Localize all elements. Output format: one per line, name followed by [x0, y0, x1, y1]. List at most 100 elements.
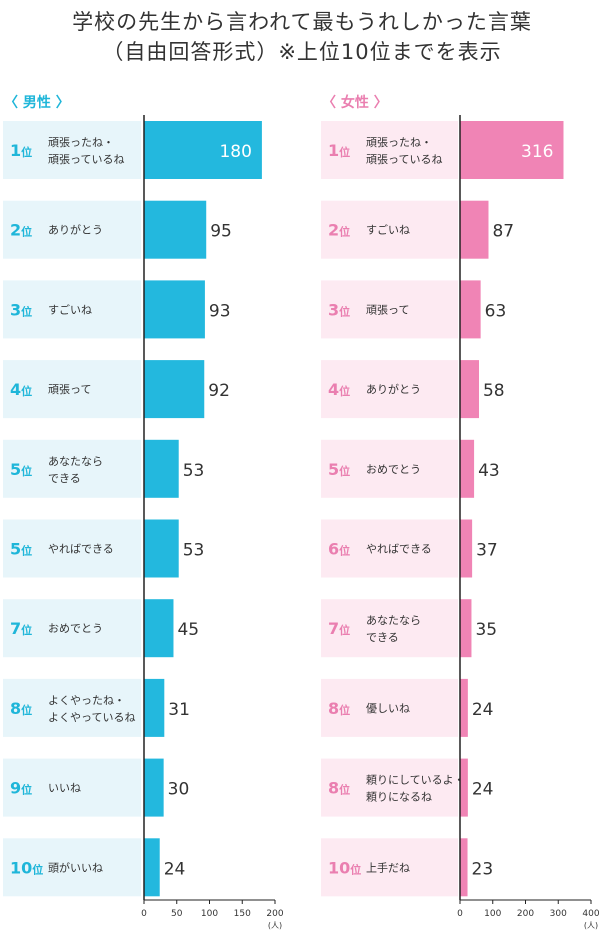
female-label-bg-2: [321, 200, 458, 259]
female-label-bg-5: [321, 439, 458, 498]
female-bar-8: [460, 678, 468, 737]
female-rank-4: 4位: [328, 380, 350, 399]
male-bar-8: [144, 678, 165, 737]
male-value-4: 92: [208, 381, 230, 401]
male-category-8-line2: よくやっているね: [48, 711, 135, 724]
male-category-2: ありがとう: [48, 223, 103, 237]
male-category-5-line1: あなたなら: [48, 455, 103, 468]
female-value-10: 23: [472, 859, 494, 879]
male-rank-6: 5位: [10, 540, 32, 559]
female-rank-6: 6位: [328, 540, 350, 559]
female-bar-4: [460, 360, 479, 419]
female-x-tick-label-3: 300: [550, 909, 567, 919]
female-unit-label: (人): [584, 921, 598, 930]
male-label-bg-1: [3, 121, 141, 179]
male-x-tick-label-1: 50: [171, 909, 183, 919]
male-label-bg-4: [3, 360, 141, 419]
male-category-6: やればできる: [48, 543, 114, 556]
male-category-1-line2: 頑張っているね: [48, 153, 124, 166]
male-bar-5: [144, 439, 179, 498]
female-category-7-line2: できる: [366, 631, 399, 644]
female-value-9: 24: [472, 780, 494, 800]
male-bar-9: [144, 758, 164, 817]
female-category-6: やればできる: [366, 543, 432, 556]
female-label-bg-6: [321, 519, 458, 578]
female-category-1-line1: 頑張ったね・: [366, 136, 432, 149]
male-value-6: 53: [183, 541, 205, 561]
female-bar-9: [460, 758, 468, 817]
male-bar-6: [144, 519, 179, 578]
male-x-tick-label-2: 100: [201, 909, 218, 919]
male-rank-2: 2位: [10, 221, 32, 240]
male-category-4: 頑張って: [48, 383, 91, 396]
female-category-4: ありがとう: [366, 382, 421, 396]
female-bar-3: [460, 280, 481, 339]
female-bar-2: [460, 200, 489, 259]
female-x-tick-label-0: 0: [457, 909, 463, 919]
male-rank-1: 1位: [10, 141, 32, 160]
female-x-tick-label-4: 400: [582, 909, 599, 919]
male-label-bg-8: [3, 678, 141, 737]
female-rank-7: 7位: [328, 619, 350, 638]
male-x-tick-label-3: 150: [234, 909, 251, 919]
male-label-bg-6: [3, 519, 141, 578]
female-label-bg-9: [321, 758, 458, 817]
male-unit-label: (人): [268, 921, 282, 930]
female-category-1-line2: 頑張っているね: [366, 153, 442, 166]
male-value-9: 30: [168, 780, 190, 800]
female-category-8: 優しいね: [366, 702, 410, 715]
chart-title-line2: （自由回答形式）※上位10位までを表示: [102, 40, 502, 64]
male-rank-3: 3位: [10, 300, 32, 319]
female-bar-5: [460, 439, 475, 498]
female-category-9-line1: 頼りにしているよ・: [366, 774, 465, 787]
male-rank-9: 9位: [10, 779, 32, 798]
female-category-2: すごいね: [366, 223, 410, 237]
female-label-bg-4: [321, 360, 458, 419]
male-label-bg-9: [3, 758, 141, 817]
female-section-label: 〈 女性 〉: [322, 95, 388, 111]
female-rank-9: 8位: [328, 779, 350, 798]
male-label-bg-5: [3, 439, 141, 498]
male-category-5-line2: できる: [48, 472, 81, 485]
female-value-6: 37: [476, 541, 498, 561]
male-bar-2: [144, 200, 207, 259]
male-label-bg-2: [3, 200, 141, 259]
female-value-1: 316: [521, 142, 553, 162]
male-label-bg-3: [3, 280, 141, 339]
male-section-label: 〈 男性 〉: [4, 95, 70, 111]
female-label-bg-7: [321, 599, 458, 658]
female-bar-6: [460, 519, 473, 578]
female-rank-5: 5位: [328, 460, 350, 479]
male-label-bg-7: [3, 599, 141, 658]
male-category-1-line1: 頑張ったね・: [48, 136, 114, 149]
male-bar-7: [144, 599, 174, 658]
male-bar-10: [144, 838, 160, 897]
male-value-7: 45: [177, 620, 199, 640]
female-category-10: 上手だね: [366, 860, 410, 874]
male-label-bg-10: [3, 838, 141, 897]
female-value-4: 58: [483, 381, 505, 401]
female-value-3: 63: [485, 301, 507, 321]
male-rank-5: 5位: [10, 460, 32, 479]
female-rank-3: 3位: [328, 300, 350, 319]
chart-title-line1: 学校の先生から言われて最もうれしかった言葉: [72, 10, 532, 34]
female-label-bg-1: [321, 121, 458, 179]
male-rank-10: 10位: [10, 858, 43, 877]
male-value-2: 95: [210, 222, 232, 242]
female-rank-1: 1位: [328, 141, 350, 160]
male-value-10: 24: [164, 859, 186, 879]
male-rank-7: 7位: [10, 619, 32, 638]
male-category-7: おめでとう: [48, 622, 103, 635]
female-x-tick-label-2: 200: [517, 909, 534, 919]
male-category-3: すごいね: [48, 302, 92, 316]
male-bar-4: [144, 360, 205, 419]
male-bar-1: [144, 121, 262, 179]
female-rank-2: 2位: [328, 221, 350, 240]
female-bar-7: [460, 599, 472, 658]
female-rank-10: 10位: [328, 858, 361, 877]
male-rank-4: 4位: [10, 380, 32, 399]
male-category-9: いいね: [48, 782, 81, 795]
male-value-8: 31: [168, 700, 190, 720]
female-rank-8: 8位: [328, 699, 350, 718]
female-bar-10: [460, 838, 468, 897]
